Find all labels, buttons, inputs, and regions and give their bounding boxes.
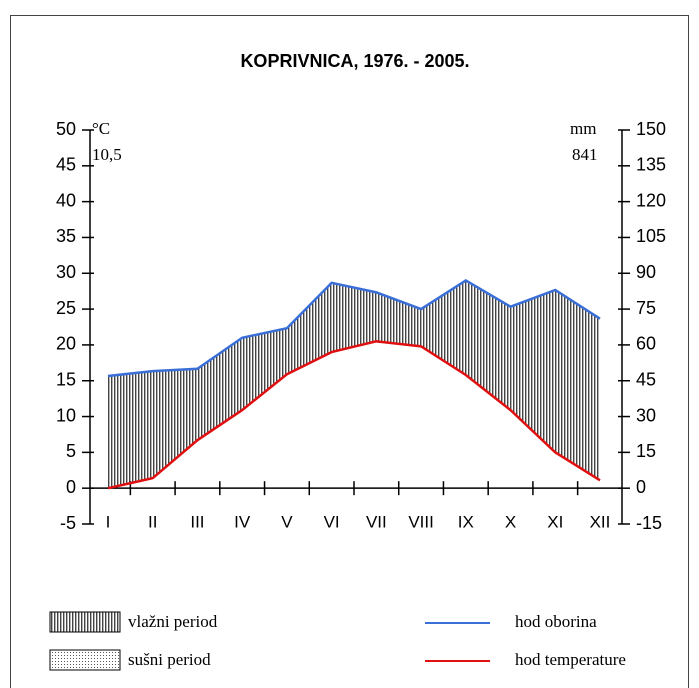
legend-label: hod oborina [515, 612, 597, 631]
x-tick-label: I [106, 512, 111, 531]
x-tick-label: II [148, 512, 157, 531]
legend-label: vlažni period [128, 612, 218, 631]
y2-tick-label: 150 [636, 119, 666, 139]
x-tick-label: VII [366, 512, 387, 531]
y2-tick-label: 60 [636, 334, 656, 354]
legend-swatch-humid [49, 611, 121, 633]
y-axis-label: °C [92, 119, 110, 138]
y-tick-label: -5 [60, 513, 76, 533]
legend-swatch-dry [49, 649, 121, 671]
legend-label: sušni period [128, 650, 211, 669]
y-tick-label: 15 [56, 369, 76, 389]
x-tick-label: VI [324, 512, 340, 531]
y2-tick-label: 75 [636, 298, 656, 318]
y2-tick-label: 90 [636, 262, 656, 282]
y2-tick-label: 135 [636, 155, 666, 175]
y-tick-label: 40 [56, 190, 76, 210]
y-tick-label: 30 [56, 262, 76, 282]
x-tick-label: IV [234, 512, 251, 531]
x-tick-label: X [505, 512, 516, 531]
y2-tick-label: 0 [636, 477, 646, 497]
y-tick-label: 5 [66, 441, 76, 461]
y-tick-label: 35 [56, 226, 76, 246]
humid-area [108, 280, 600, 489]
y-tick-label: 10 [56, 405, 76, 425]
series-line [107, 340, 601, 490]
x-tick-label: III [190, 512, 204, 531]
legend-label: hod temperature [515, 650, 626, 669]
y-tick-label: 0 [66, 477, 76, 497]
y2-tick-label: 120 [636, 190, 666, 210]
y2-tick-label: 45 [636, 369, 656, 389]
y2-tick-label: 30 [636, 405, 656, 425]
chart-title: KOPRIVNICA, 1976. - 2005. [240, 51, 469, 71]
series-line [107, 278, 601, 378]
y-tick-label: 45 [56, 155, 76, 175]
x-tick-label: V [281, 512, 293, 531]
x-tick-label: IX [458, 512, 474, 531]
y-tick-label: 50 [56, 119, 76, 139]
x-tick-label: XII [590, 512, 611, 531]
annotation: 10,5 [92, 145, 122, 164]
frame [10, 15, 689, 688]
y2-tick-label: 105 [636, 226, 666, 246]
y2-tick-label: 15 [636, 441, 656, 461]
y-tick-label: 25 [56, 298, 76, 318]
y2-axis-label: mm [570, 119, 596, 138]
annotation: 841 [572, 145, 598, 164]
x-tick-label: VIII [408, 512, 434, 531]
x-tick-label: XI [547, 512, 563, 531]
y2-tick-label: -15 [636, 513, 662, 533]
y-tick-label: 20 [56, 334, 76, 354]
